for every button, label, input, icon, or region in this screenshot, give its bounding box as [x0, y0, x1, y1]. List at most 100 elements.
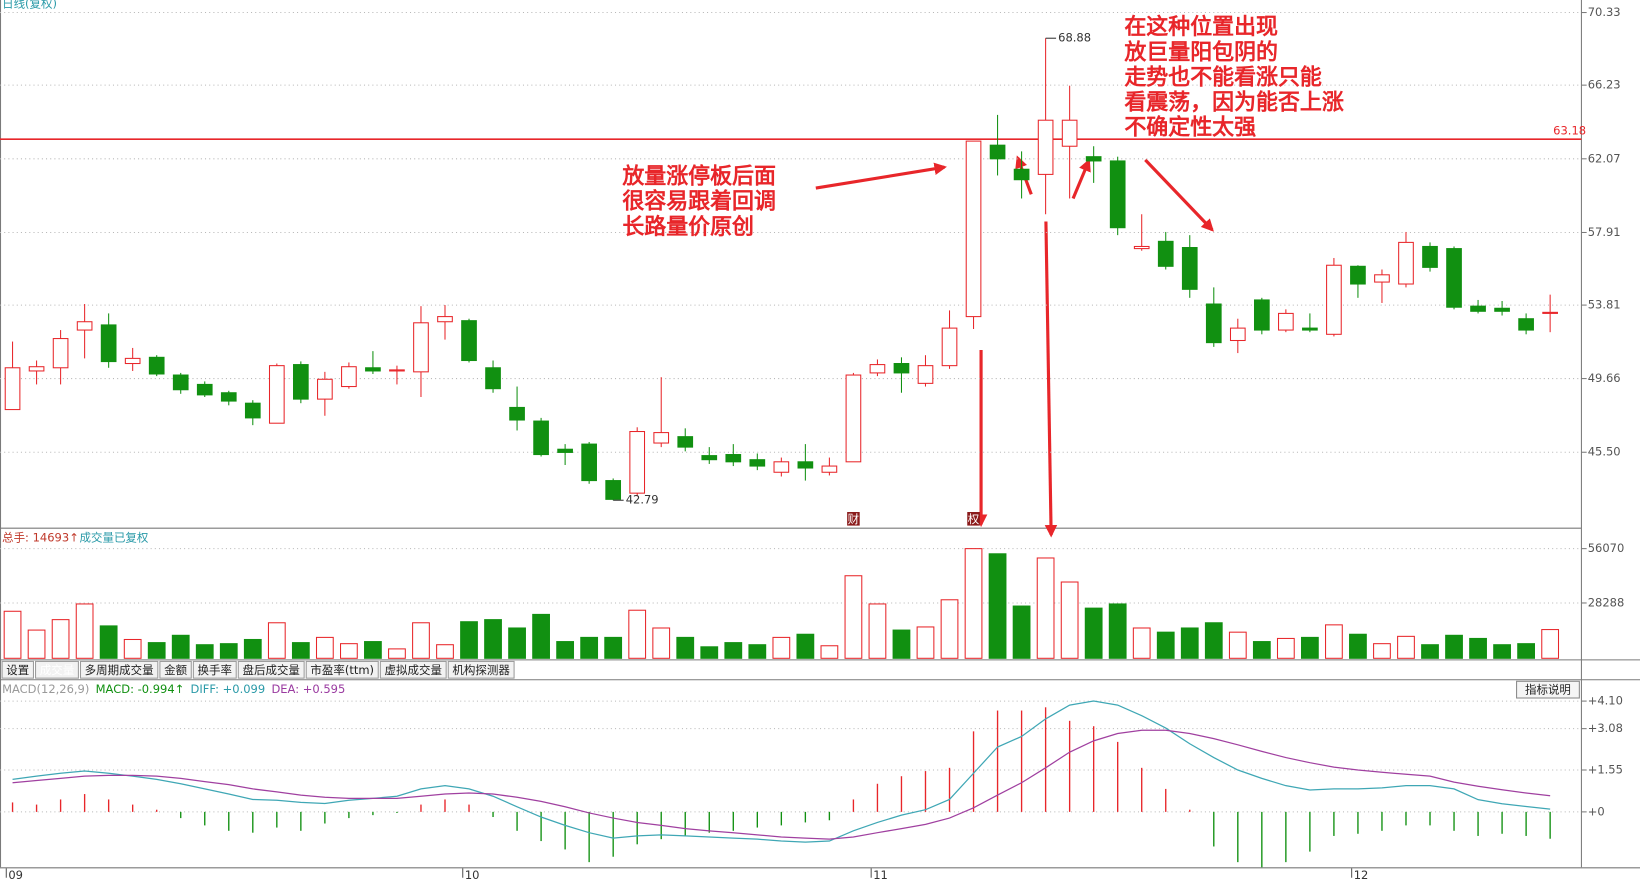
candle-body: [773, 461, 790, 473]
volume-bar: [51, 619, 70, 659]
macd-line: [12, 700, 1551, 843]
volume-bar: [27, 629, 46, 659]
volume-bar: [1180, 627, 1199, 659]
volume-bar: [892, 629, 911, 659]
candle-body: [389, 369, 405, 372]
tab-label[interactable]: 市盈率(ttm): [310, 663, 374, 677]
volume-bar: [75, 603, 94, 659]
tab-label[interactable]: 虚拟成交量: [385, 663, 442, 677]
volume-bar: [772, 636, 791, 659]
arrow: [1144, 158, 1214, 232]
tab[interactable]: 成交量: [35, 660, 79, 679]
tab[interactable]: 市盈率(ttm): [305, 660, 379, 679]
tab-box[interactable]: [237, 660, 305, 679]
tab-box[interactable]: [1, 660, 34, 679]
tab[interactable]: 虚拟成交量: [379, 660, 447, 679]
volume-bar: [1373, 643, 1391, 659]
volume-bar: [1541, 629, 1560, 659]
candle-body: [989, 144, 1006, 160]
tab[interactable]: 换手率: [192, 660, 237, 679]
volume-bar: [364, 641, 382, 659]
candle-body: [365, 367, 381, 372]
candle-body: [220, 392, 237, 402]
candle-body: [1302, 327, 1318, 331]
candle-body: [1518, 318, 1534, 331]
arrow: [1044, 221, 1058, 538]
tab-box[interactable]: [35, 660, 79, 679]
candle-body: [4, 367, 21, 411]
volume-bar: [123, 638, 142, 659]
volume-bar: [219, 643, 238, 659]
tab[interactable]: 多周期成交量: [79, 660, 159, 679]
tab[interactable]: 设置: [1, 660, 34, 679]
volume-bar: [508, 627, 526, 659]
candle-body: [28, 366, 45, 372]
tab-label[interactable]: 盘后成交量: [242, 663, 299, 677]
candle-body: [461, 320, 477, 362]
tab-label[interactable]: 多周期成交量: [85, 663, 154, 677]
volume-bar: [1228, 631, 1247, 659]
candle-body: [1374, 274, 1390, 283]
min-label: 42.79: [626, 493, 659, 507]
volume-bar: [532, 613, 550, 659]
candle-body: [1446, 248, 1462, 308]
y-tick-label: 49.66: [1588, 371, 1621, 385]
volume-bar: [171, 634, 190, 659]
tab-label[interactable]: 金额: [164, 663, 187, 677]
volume-bar: [820, 645, 839, 659]
y-tick-label: 28288: [1588, 595, 1625, 609]
x-tick-label: 09: [8, 868, 23, 882]
candle-body: [965, 140, 982, 318]
volume-header: 成交量已复权: [79, 531, 148, 545]
candle-body: [1326, 264, 1342, 335]
x-tick-label: 10: [465, 868, 480, 882]
tab-label[interactable]: 换手率: [198, 663, 232, 677]
tab-box[interactable]: [79, 660, 159, 679]
volume-bar: [844, 575, 863, 659]
tab-label[interactable]: 机构探测器: [452, 663, 510, 677]
volume-bar: [1493, 644, 1511, 659]
tab-box[interactable]: [192, 660, 237, 679]
volume-bar: [1300, 636, 1319, 659]
tab-box[interactable]: [379, 660, 447, 679]
chart-title: 日线(复权): [2, 0, 57, 11]
y-tick-label: 53.81: [1588, 298, 1621, 312]
candle-body: [653, 432, 670, 444]
volume-bar: [99, 625, 118, 659]
arrow: [1071, 158, 1091, 200]
tab[interactable]: 盘后成交量: [237, 660, 305, 679]
y-tick-label: 70.33: [1588, 5, 1621, 19]
tab-box[interactable]: [159, 660, 192, 679]
tab-label[interactable]: 设置: [6, 663, 29, 677]
volume-bar: [1517, 643, 1536, 659]
candle-body: [749, 459, 766, 467]
volume-bar: [1445, 634, 1463, 659]
annotation-text: 长路量价原创: [622, 214, 754, 240]
button[interactable]: 指标说明: [1516, 680, 1580, 699]
volume-bar: [940, 599, 959, 659]
candle-body: [1181, 247, 1198, 290]
tab-box[interactable]: [305, 660, 379, 679]
button-label[interactable]: 指标说明: [1525, 683, 1571, 697]
volume-bar: [1060, 581, 1079, 659]
x-tick-label: 11: [873, 868, 888, 882]
tab[interactable]: 金额: [159, 660, 192, 679]
volume-bar: [1469, 637, 1487, 659]
candle-body: [293, 364, 309, 400]
annotation-arrows: [815, 155, 1214, 538]
candle-body: [413, 322, 429, 373]
candle-body: [821, 465, 838, 473]
volume-bar: [868, 603, 887, 659]
tab-label[interactable]: 成交量: [40, 663, 74, 677]
tab[interactable]: 机构探测器: [447, 660, 515, 679]
candle-body: [701, 455, 718, 461]
candle-body: [1422, 245, 1438, 268]
candle-body: [124, 357, 141, 365]
volume-bar: [652, 627, 671, 659]
candle-body: [52, 338, 69, 369]
tab-box[interactable]: [447, 660, 515, 679]
button-box[interactable]: [1516, 680, 1580, 699]
legend-entry: DEA: +0.595: [271, 682, 345, 696]
